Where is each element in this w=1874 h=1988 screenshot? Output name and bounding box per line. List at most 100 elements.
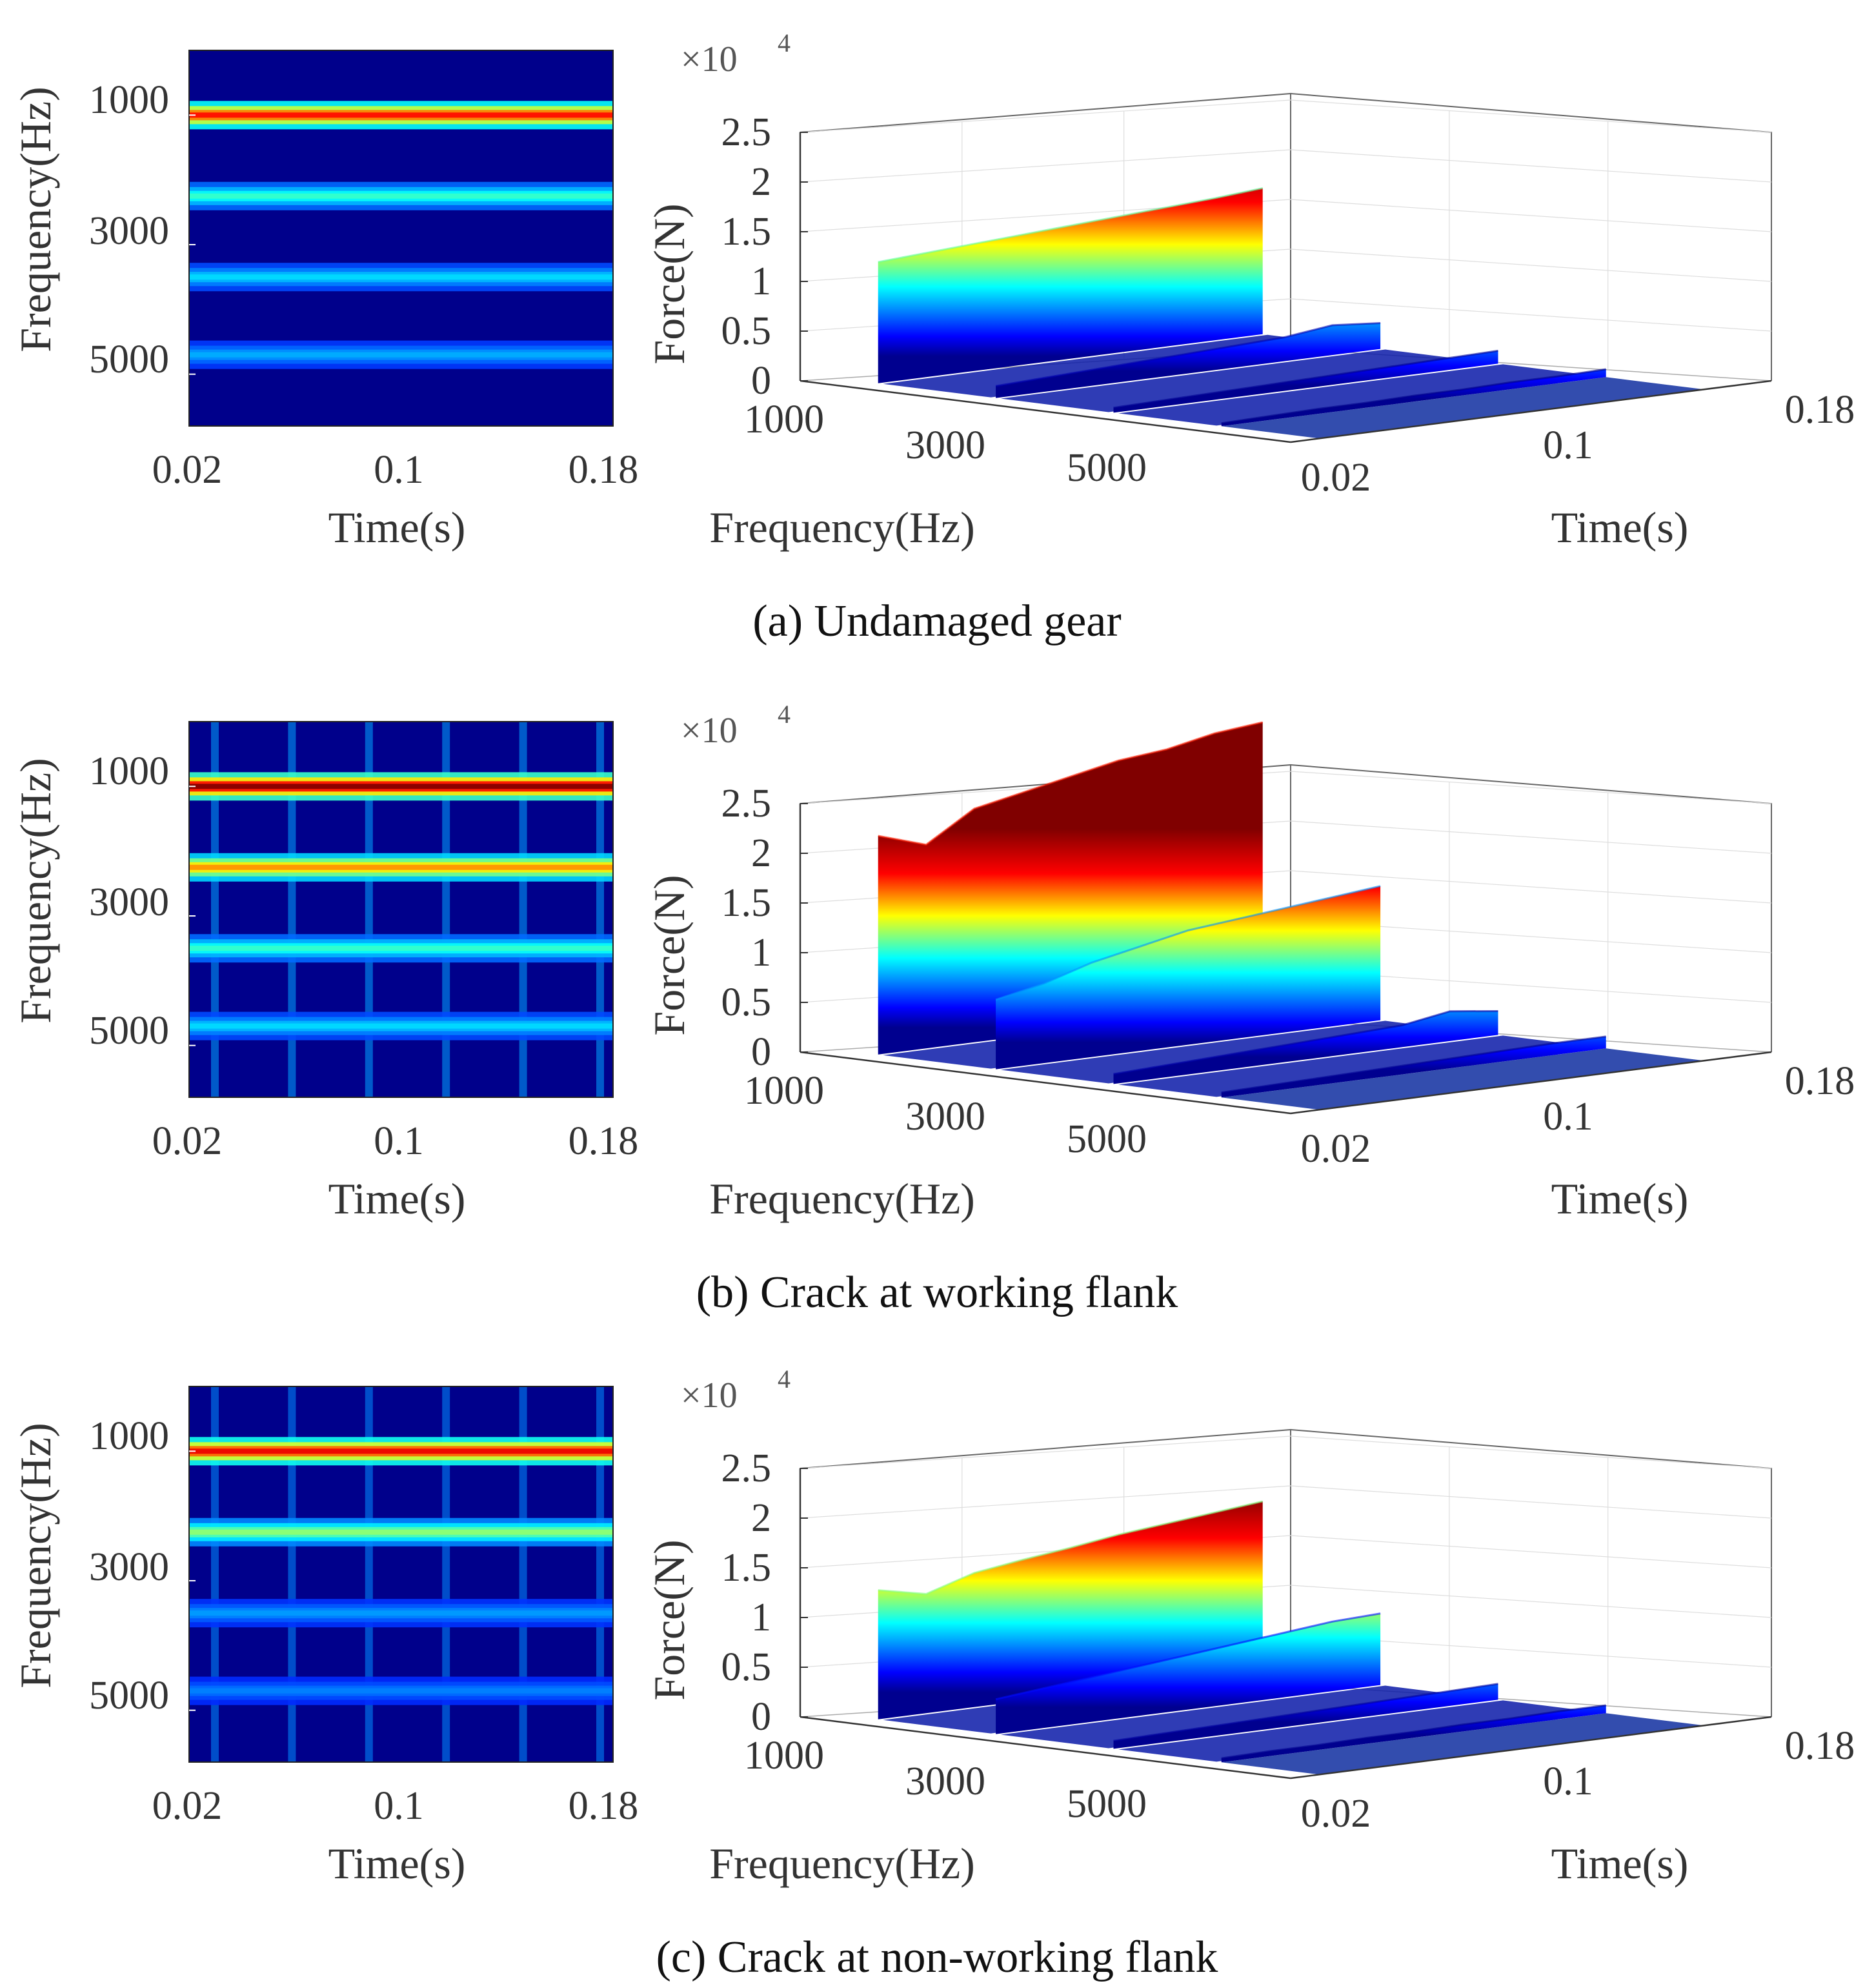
ridge-crest bbox=[1221, 1704, 1606, 1760]
impact-line bbox=[211, 1386, 219, 1762]
grid-z bbox=[1290, 870, 1772, 904]
ridge-2250-hz bbox=[996, 1613, 1381, 1734]
heatmap-c-ytick-5000: 5000 bbox=[89, 1674, 169, 1718]
time-axis bbox=[1290, 1716, 1772, 1780]
heatmap-a-xtick-0.02: 0.02 bbox=[152, 448, 223, 492]
heatmap-a-xtick-0.1: 0.1 bbox=[374, 448, 424, 492]
panel-a-caption: (a) Undamaged gear bbox=[752, 596, 1121, 646]
impact-line bbox=[211, 722, 219, 1097]
grid-z bbox=[1290, 1535, 1772, 1568]
freq-tick-5000: 5000 bbox=[1067, 1782, 1147, 1826]
impact-line bbox=[442, 1386, 450, 1762]
band-1000hz bbox=[189, 112, 613, 118]
band-1000hz bbox=[189, 784, 613, 789]
heatmap-c-xlabel: Time(s) bbox=[328, 1839, 466, 1888]
ridge-4700-hz bbox=[1221, 1705, 1606, 1763]
time-tick-0.02: 0.02 bbox=[1301, 1127, 1371, 1171]
grid-z bbox=[800, 149, 1291, 183]
time-tick-0.18: 0.18 bbox=[1785, 388, 1855, 432]
band-2250hz bbox=[189, 864, 613, 870]
time-axis bbox=[1290, 1051, 1772, 1115]
grid-z bbox=[1290, 1485, 1772, 1519]
heatmap-b-ytick-5000: 5000 bbox=[89, 1009, 169, 1053]
panel-b: Frequency(Hz) 1000 3000 5000 0.02 0.1 0.… bbox=[0, 671, 1874, 1323]
panel-a: Frequency(Hz) 1000 3000 5000 0.02 0.1 0.… bbox=[0, 0, 1874, 652]
ridge-crest bbox=[1113, 349, 1498, 409]
heatmap-frame bbox=[188, 50, 614, 427]
surface-b-ylabel: Time(s) bbox=[1551, 1174, 1689, 1223]
freq-axis bbox=[800, 1716, 1291, 1780]
spectrogram-b bbox=[188, 721, 614, 1098]
panel-b-caption: (b) Crack at working flank bbox=[696, 1268, 1178, 1317]
freq-tick-5000: 5000 bbox=[1067, 446, 1147, 490]
ridge-crest bbox=[878, 187, 1264, 263]
ridge-4700-hz bbox=[1221, 369, 1606, 427]
ridge-1000-hz bbox=[878, 188, 1263, 383]
grid-z bbox=[1290, 771, 1772, 804]
spectrogram-a bbox=[188, 50, 614, 427]
floor-segment bbox=[1000, 1685, 1493, 1749]
freq-axis bbox=[800, 380, 1291, 443]
ridge-2250-hz bbox=[996, 323, 1381, 398]
panel-b-svg: Frequency(Hz) 1000 3000 5000 0.02 0.1 0.… bbox=[11, 700, 1855, 1317]
freq-tick-1000: 1000 bbox=[744, 1069, 824, 1113]
floor-segment bbox=[1000, 349, 1493, 412]
floor-front bbox=[1221, 1048, 1704, 1110]
surface-a-xlabel: Frequency(Hz) bbox=[709, 503, 975, 552]
surface-b-xlabel: Frequency(Hz) bbox=[709, 1174, 975, 1223]
ztick-0: 0 bbox=[751, 1695, 771, 1739]
surface-a-multiplier: ×10 bbox=[681, 39, 738, 79]
ztick-1.5: 1.5 bbox=[721, 1546, 772, 1590]
ridge-crest bbox=[878, 721, 1264, 846]
grid-z bbox=[1290, 149, 1772, 183]
ztick-1: 1 bbox=[751, 1596, 771, 1639]
band-1000hz bbox=[189, 1448, 613, 1454]
time-tick-0.1: 0.1 bbox=[1543, 1095, 1593, 1139]
heatmap-frame bbox=[188, 721, 614, 1098]
panel-a-svg: Frequency(Hz) 1000 3000 5000 0.02 0.1 0.… bbox=[11, 28, 1855, 646]
impact-line bbox=[596, 722, 604, 1097]
grid-z bbox=[1290, 1435, 1772, 1469]
floor-segment bbox=[1118, 364, 1602, 426]
surface-b-zlabel: Force(N) bbox=[645, 875, 694, 1035]
impact-line bbox=[365, 1386, 373, 1762]
grid-z bbox=[1290, 1585, 1772, 1618]
surface-c-ylabel: Time(s) bbox=[1551, 1839, 1689, 1888]
grid-z bbox=[1290, 249, 1772, 282]
ztick-0.5: 0.5 bbox=[721, 309, 772, 353]
grid-z bbox=[1290, 298, 1772, 332]
surface-a-multiplier-exp: 4 bbox=[778, 28, 791, 57]
band-2250hz bbox=[189, 193, 613, 199]
impact-line bbox=[288, 722, 296, 1097]
heatmap-frame bbox=[188, 1386, 614, 1763]
heatmap-c-ylabel: Frequency(Hz) bbox=[11, 1423, 60, 1689]
ztick-0.5: 0.5 bbox=[721, 980, 772, 1024]
ztick-2.5: 2.5 bbox=[721, 110, 772, 154]
freq-tick-3000: 3000 bbox=[905, 1760, 985, 1803]
freq-tick-3000: 3000 bbox=[905, 423, 985, 467]
heatmap-a-ytick-3000: 3000 bbox=[89, 209, 169, 253]
heatmap-c-ytick-3000: 3000 bbox=[89, 1545, 169, 1589]
time-tick-0.18: 0.18 bbox=[1785, 1724, 1855, 1768]
ridge-3500-hz bbox=[1113, 1011, 1498, 1084]
ridge-crest bbox=[995, 322, 1381, 387]
ztick-1.5: 1.5 bbox=[721, 210, 772, 254]
ridge-4700-hz bbox=[1221, 1036, 1606, 1098]
ridge-crest bbox=[1113, 1009, 1498, 1075]
freq-axis bbox=[800, 1051, 1291, 1115]
surface-a: 0 0.5 1 1.5 2 2.5 1000 3000 5000 0.02 0.1 0.18 bbox=[721, 92, 1855, 500]
time-tick-0.1: 0.1 bbox=[1543, 423, 1593, 467]
surface-c-multiplier: ×10 bbox=[681, 1375, 738, 1415]
ztick-2.5: 2.5 bbox=[721, 1446, 772, 1490]
band-3500hz bbox=[189, 1610, 613, 1616]
ztick-1: 1 bbox=[751, 259, 771, 303]
ztick-0: 0 bbox=[751, 1030, 771, 1074]
surface-b: 0 0.5 1 1.5 2 2.5 1000 3000 5000 0.02 0.1 0.18 bbox=[721, 721, 1855, 1171]
ztick-2.5: 2.5 bbox=[721, 782, 772, 826]
ztick-2: 2 bbox=[751, 160, 771, 204]
surface-c-zlabel: Force(N) bbox=[645, 1539, 694, 1700]
grid-z bbox=[1290, 199, 1772, 232]
band-4700hz bbox=[189, 1688, 613, 1694]
impact-line bbox=[365, 722, 373, 1097]
impact-line bbox=[288, 1386, 296, 1762]
